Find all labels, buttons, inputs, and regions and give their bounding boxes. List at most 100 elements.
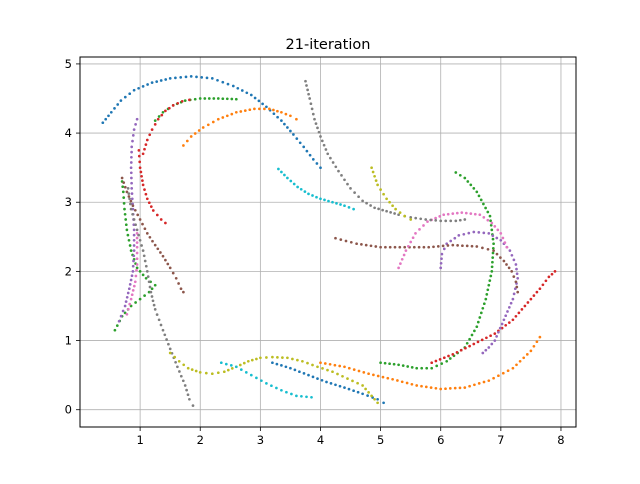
data-point xyxy=(221,80,225,84)
data-point xyxy=(319,197,322,201)
data-point xyxy=(482,380,486,384)
data-point xyxy=(190,368,194,371)
data-point xyxy=(157,115,161,118)
data-point xyxy=(360,243,363,246)
data-point xyxy=(289,179,293,183)
data-point xyxy=(225,114,229,118)
data-point xyxy=(535,290,539,294)
data-point xyxy=(463,386,467,389)
data-point xyxy=(130,181,133,185)
series-10 xyxy=(430,270,557,365)
data-point xyxy=(491,251,495,255)
data-point xyxy=(495,252,499,256)
data-point xyxy=(499,256,502,259)
data-point xyxy=(155,313,159,316)
data-point xyxy=(257,99,261,103)
data-point xyxy=(159,218,163,221)
data-point xyxy=(271,361,274,365)
data-point xyxy=(290,392,293,396)
data-point xyxy=(128,244,132,247)
data-point xyxy=(334,165,338,169)
data-point xyxy=(453,386,457,390)
data-point xyxy=(510,270,514,273)
data-point xyxy=(138,166,142,170)
data-point xyxy=(245,91,249,95)
data-point xyxy=(145,197,149,201)
data-point xyxy=(130,293,134,297)
data-point xyxy=(420,366,424,370)
data-point xyxy=(371,170,375,174)
data-point xyxy=(280,119,283,122)
data-point xyxy=(439,219,443,223)
data-point xyxy=(393,245,397,249)
data-point xyxy=(234,365,238,369)
data-point xyxy=(129,161,133,164)
data-point xyxy=(486,247,490,251)
data-point xyxy=(478,316,482,319)
data-point xyxy=(186,393,190,397)
data-point xyxy=(449,239,453,243)
data-point xyxy=(462,232,466,236)
data-point xyxy=(482,216,486,219)
data-point xyxy=(238,363,242,367)
data-point xyxy=(143,188,146,191)
data-point xyxy=(249,373,253,377)
data-point xyxy=(392,362,396,366)
data-point xyxy=(147,280,151,284)
data-point xyxy=(424,218,428,221)
data-point xyxy=(346,182,349,186)
x-tick-label: 5 xyxy=(377,433,384,447)
data-point xyxy=(255,376,258,380)
data-point xyxy=(377,207,380,211)
data-point xyxy=(453,236,457,240)
data-point xyxy=(307,92,310,96)
data-point xyxy=(130,150,133,154)
data-point xyxy=(135,257,139,261)
grid-lines xyxy=(80,57,576,427)
data-point xyxy=(481,351,485,355)
data-point xyxy=(151,209,155,212)
data-point xyxy=(168,347,172,351)
data-point xyxy=(119,314,123,318)
data-point xyxy=(383,361,387,365)
data-point xyxy=(116,103,120,106)
data-point xyxy=(140,174,143,178)
data-point xyxy=(239,368,243,371)
data-point xyxy=(147,201,151,205)
data-point xyxy=(130,145,134,149)
data-point xyxy=(444,387,447,391)
data-point xyxy=(129,297,133,301)
data-point xyxy=(518,359,522,363)
data-point xyxy=(498,326,502,330)
data-point xyxy=(305,149,309,153)
data-point xyxy=(138,270,142,273)
data-point xyxy=(305,84,308,87)
data-point xyxy=(361,384,364,387)
data-point xyxy=(159,251,162,254)
data-point xyxy=(490,342,494,346)
data-point xyxy=(166,262,170,266)
data-point xyxy=(514,280,518,284)
data-point xyxy=(484,206,487,210)
data-point xyxy=(430,366,434,370)
series-18 xyxy=(126,187,195,407)
data-point xyxy=(367,372,370,376)
x-tick-label: 7 xyxy=(497,433,504,447)
data-point xyxy=(381,375,385,379)
data-point xyxy=(276,356,279,359)
data-point xyxy=(491,237,495,241)
data-point xyxy=(161,110,165,114)
data-point xyxy=(130,187,134,190)
data-point xyxy=(434,359,438,363)
data-point xyxy=(379,361,382,365)
data-point xyxy=(145,138,149,142)
data-point xyxy=(448,357,452,360)
data-point xyxy=(386,376,390,380)
data-point xyxy=(143,227,147,231)
data-point xyxy=(181,379,185,383)
data-point xyxy=(135,266,139,270)
data-point xyxy=(155,213,159,217)
data-point xyxy=(492,249,495,252)
data-point xyxy=(275,386,278,390)
